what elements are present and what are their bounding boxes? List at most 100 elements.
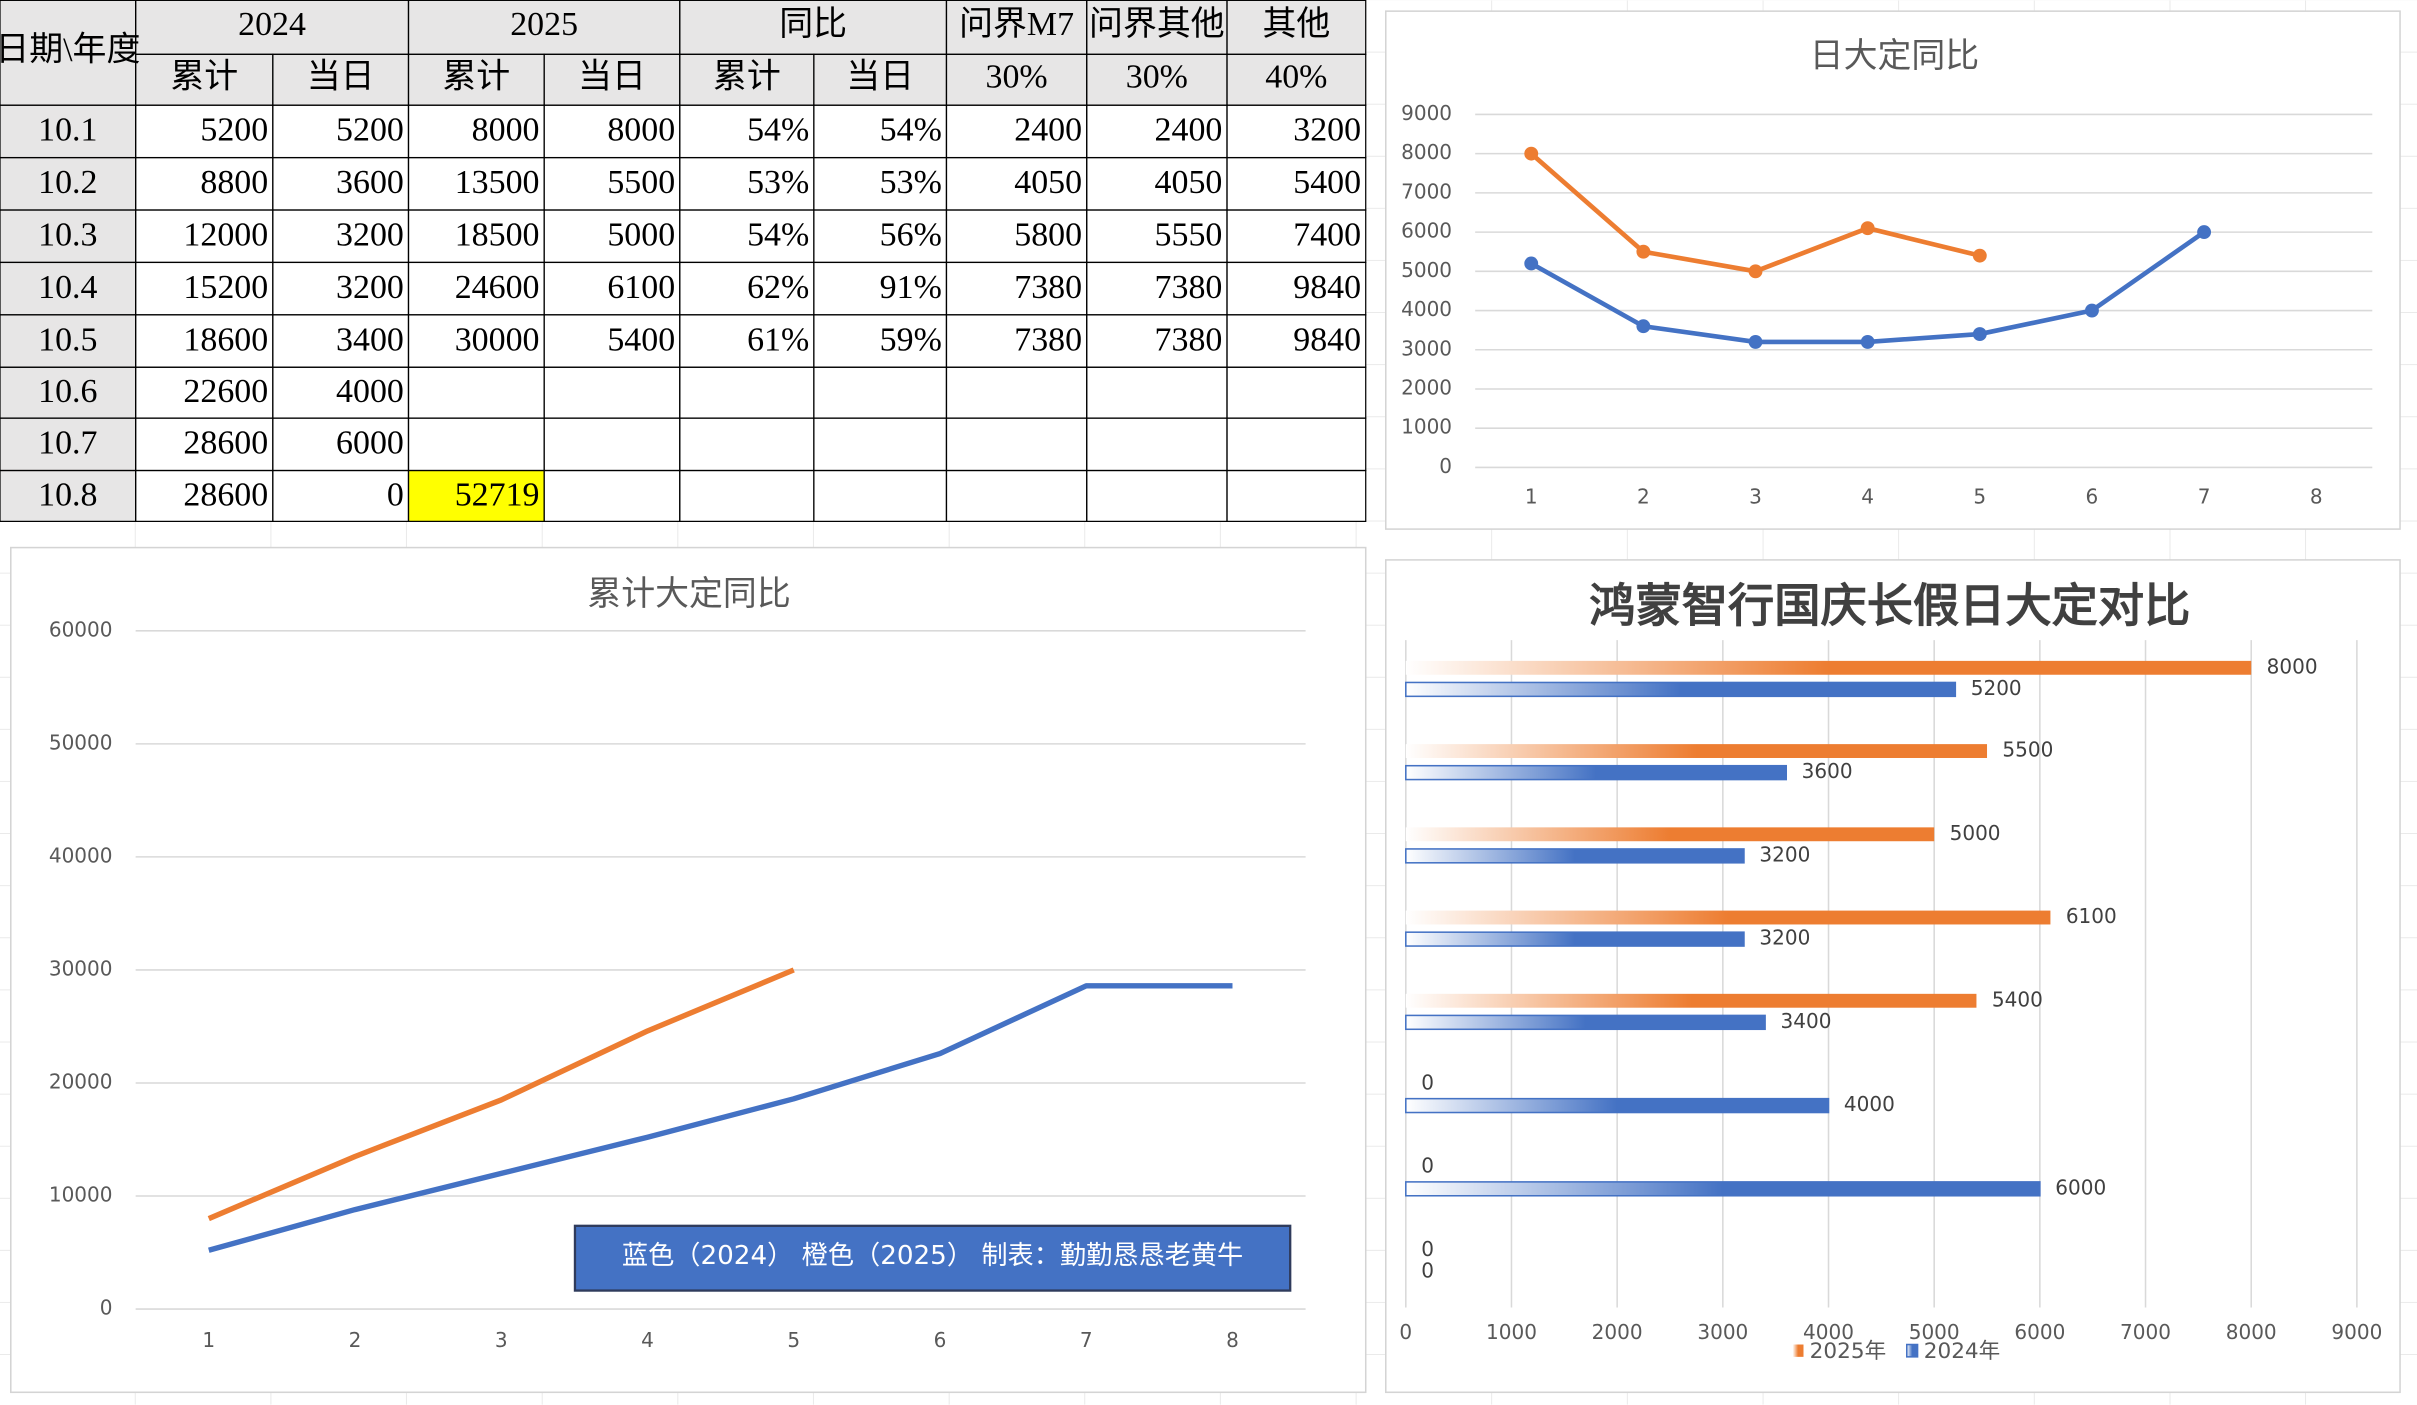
cell-text: 8000 [472,112,540,149]
data-label: 3200 [1759,842,1810,866]
data-label: 5000 [1950,821,2001,845]
x-tick-label: 2 [1637,485,1650,509]
cell-text: 59% [880,321,942,358]
legend-label: 2024年 [1924,1339,2000,1364]
cell-text: 15200 [183,269,268,306]
x-tick-label: 5000 [1909,1320,1960,1344]
cell-text: 2400 [1014,112,1082,149]
x-tick-label: 4 [1861,485,1874,509]
data-label: 3400 [1781,1009,1832,1033]
chart: 日大定同比 0 1000 2000 3000 4000 5000 6000 7000 8000 90… [1401,36,2373,509]
header-text: 2025 [510,6,578,43]
bar [1405,744,1988,758]
chart-title: 鸿蒙智行国庆长假日大定对比 [1589,579,2190,633]
cell-text: 7380 [1155,269,1223,306]
data-label: 8000 [2267,654,2318,678]
cell-text: 3200 [336,217,404,254]
header-text: 当日 [307,58,375,96]
cell-text: 5200 [200,112,268,149]
chart: 鸿蒙智行国庆长假日大定对比 0 1000 2000 3000 4000 5000 6000 70… [1399,579,2382,1364]
y-tick-label: 7000 [1401,179,1452,203]
data-label: 0 [1421,1071,1434,1095]
y-tick-label: 2000 [1401,375,1452,399]
cell-text: 6000 [336,425,404,462]
chart: 累计大定同比 0 10000 20000 30000 40000 50000 60000 1 2 3… [49,574,1306,1352]
cell-text: 7400 [1293,217,1361,254]
cell-text: 10.7 [38,425,97,462]
header-text: 其他 [1262,6,1330,43]
bar [1405,1097,1830,1114]
marker [1860,221,1875,236]
y-tick-label: 20000 [49,1069,113,1093]
cell-text: 5000 [607,217,675,254]
series-line [208,983,1233,1253]
cell-text: 54% [880,112,942,149]
data-label: 0 [1421,1237,1434,1261]
cell-text: 5400 [1293,164,1361,201]
marker [1524,256,1539,271]
x-tick-label: 2 [349,1328,362,1352]
cell-text: 10.4 [38,269,97,306]
bar [1405,660,2252,675]
marker [2085,303,2099,318]
x-tick-label: 4 [641,1328,654,1352]
header-text: 累计 [442,59,510,96]
x-tick-label: 8 [2310,485,2323,509]
y-tick-label: 40000 [49,843,113,867]
y-tick-label: 50000 [49,730,113,754]
bar [1405,1181,2041,1197]
chart-title: 累计大定同比 [587,574,790,613]
bar [1405,1014,1766,1031]
marker [1748,264,1763,279]
data-label: 0 [1421,1154,1434,1178]
header-text: 当日 [578,58,646,96]
cell-text: 3200 [1293,112,1361,149]
cell-text: 12000 [183,217,268,254]
cell-text: 10.8 [38,476,97,513]
cell-text: 8800 [200,164,268,201]
x-tick-label: 1 [1525,485,1538,509]
cell-text: 5550 [1155,217,1223,254]
cell-text: 7380 [1014,321,1082,358]
cell-text: 4000 [336,373,404,410]
y-tick-label: 10000 [49,1183,113,1207]
marker [1972,248,1987,263]
chart-title: 日大定同比 [1810,36,1980,75]
cell-text: 28600 [183,476,268,513]
cell-text: 5200 [336,112,404,149]
cell-text: 56% [880,217,942,254]
marker [1972,327,1987,342]
x-tick-label: 2000 [1592,1320,1643,1344]
cell-text: 7380 [1014,269,1082,306]
annotation-box [573,1224,1292,1292]
legend-label: 2025年 [1810,1339,1886,1364]
data-label: 3600 [1802,759,1853,783]
header-text: 累计 [170,59,238,96]
bar [1405,827,1935,842]
cell [1226,469,1367,522]
x-tick-label: 6 [934,1328,947,1352]
cell-text: 28600 [183,425,268,462]
header-text: 累计 [713,59,781,96]
y-tick-label: 4000 [1401,297,1452,321]
cell-text: 2400 [1155,112,1223,149]
cell-text: 91% [880,269,942,306]
cell-text: 6100 [607,269,675,306]
bar [1405,764,1788,781]
cell-text: 5500 [607,164,675,201]
cell-text: 18600 [183,321,268,358]
cell-text: 30000 [455,321,540,358]
header-text: 问界其他 [1089,6,1225,43]
x-tick-label: 9000 [2331,1320,2382,1344]
legend-swatch [1906,1343,1919,1358]
cell-text: 18500 [455,217,540,254]
header-text: 30% [986,59,1048,96]
cell-text: 3400 [336,321,404,358]
bar [1405,931,1745,947]
data-label: 5200 [1971,676,2022,700]
x-tick-label: 4000 [1803,1320,1854,1344]
y-tick-label: 0 [1439,454,1452,478]
y-tick-label: 0 [100,1296,113,1320]
